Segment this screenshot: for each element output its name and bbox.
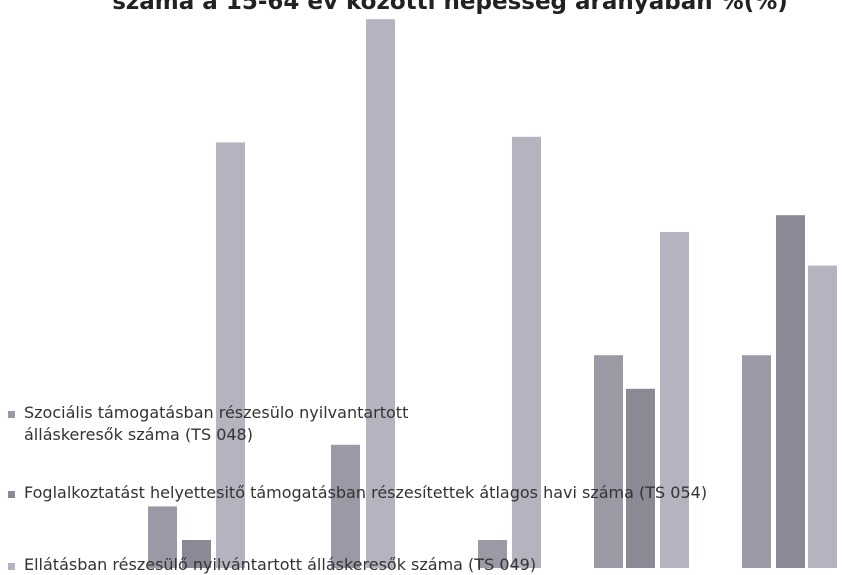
bar-s2-c4	[626, 388, 655, 568]
bar-s3-c1	[216, 142, 245, 568]
bar-s1-c2	[331, 444, 360, 568]
legend-item-ts054: Foglalkoztatást helyettesitő támogatásba…	[8, 482, 838, 504]
legend-label-ts049: Ellátásban részesülő nyilvántartott állá…	[24, 555, 537, 574]
legend-marker-ts054	[8, 491, 15, 498]
bar-s1-c5	[742, 355, 771, 568]
bar-s3-c3	[512, 136, 541, 569]
bar-s1-c4	[594, 355, 623, 568]
legend-marker-ts049	[8, 563, 15, 570]
bars-layer	[148, 19, 837, 569]
chart-title: száma a 15-64 év közötti népesség arányá…	[112, 0, 788, 14]
legend-item-ts049: Ellátásban részesülő nyilvántartott állá…	[8, 554, 838, 575]
bar-s2-c1	[182, 540, 211, 568]
legend-label-ts048: Szociális támogatásban részesülo nyilvan…	[24, 403, 409, 444]
bar-s3-c5	[808, 265, 837, 568]
bar-s1-c1	[148, 506, 177, 568]
legend-item-ts048: Szociális támogatásban részesülo nyilvan…	[8, 402, 838, 446]
legend-label-ts054: Foglalkoztatást helyettesitő támogatásba…	[24, 483, 708, 502]
legend-marker-ts048	[8, 411, 15, 418]
bar-s2-c5	[776, 215, 805, 568]
bar-s3-c2	[366, 19, 395, 568]
bar-s1-c3	[478, 540, 507, 568]
bar-s3-c4	[660, 232, 689, 568]
